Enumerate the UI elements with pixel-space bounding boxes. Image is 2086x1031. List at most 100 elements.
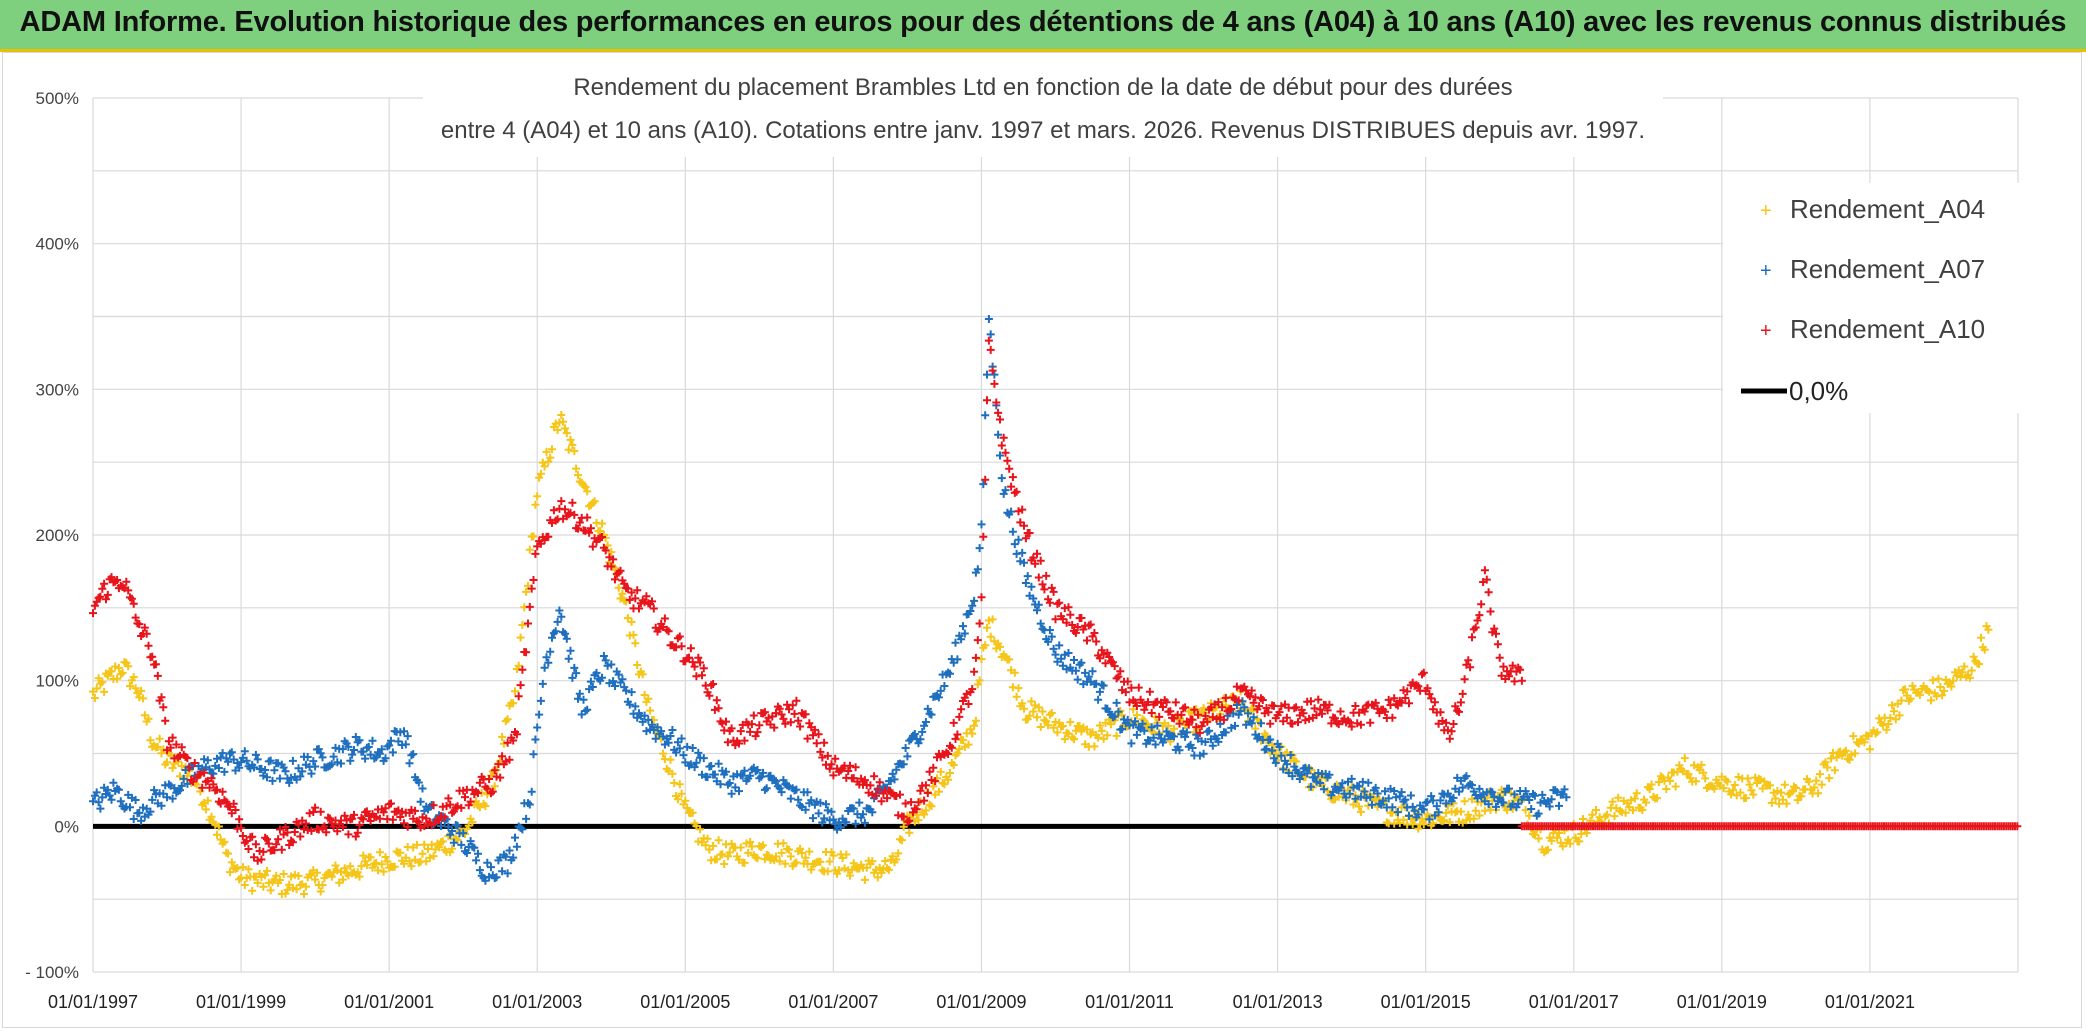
data-point <box>899 812 908 821</box>
legend-a10-label: Rendement_A10 <box>1790 314 1985 344</box>
data-point <box>855 798 864 807</box>
data-point <box>1890 707 1898 716</box>
data-point <box>1097 726 1106 735</box>
data-point <box>257 764 266 773</box>
data-point <box>472 856 481 865</box>
data-point <box>927 776 936 784</box>
data-point <box>1468 795 1476 804</box>
data-point <box>505 755 514 764</box>
data-point <box>614 670 623 679</box>
data-point <box>886 777 895 785</box>
data-point <box>964 700 973 708</box>
data-point <box>1071 666 1080 675</box>
data-point <box>1068 621 1077 629</box>
data-point <box>90 601 99 610</box>
data-point <box>1112 731 1121 740</box>
data-point <box>544 532 553 541</box>
data-point <box>168 733 177 742</box>
data-point <box>1442 718 1451 727</box>
data-point <box>618 675 627 684</box>
data-point <box>1366 793 1375 802</box>
data-point <box>316 807 325 816</box>
data-point <box>1791 784 1800 792</box>
data-point <box>747 720 756 729</box>
data-point <box>631 594 640 603</box>
data-point <box>503 738 512 747</box>
data-point <box>696 658 705 667</box>
data-point <box>994 408 1003 417</box>
data-point <box>157 693 166 702</box>
data-point <box>1419 668 1428 677</box>
x-tick-label: 01/01/1997 <box>48 992 138 1012</box>
data-point <box>1184 720 1193 729</box>
data-point <box>533 723 542 732</box>
data-point <box>601 656 610 665</box>
data-point <box>907 798 916 807</box>
data-point <box>1208 741 1217 750</box>
data-point <box>1366 718 1375 727</box>
data-point <box>775 857 784 866</box>
data-point <box>89 609 97 618</box>
data-point <box>453 802 462 811</box>
data-point <box>1399 686 1408 695</box>
data-point <box>129 599 138 608</box>
data-point <box>772 709 780 718</box>
data-point <box>383 857 392 866</box>
data-point <box>1181 732 1190 741</box>
data-point <box>553 617 562 626</box>
data-point <box>1432 802 1441 811</box>
data-point <box>157 801 166 810</box>
data-point <box>714 759 723 768</box>
data-point <box>272 840 281 849</box>
data-point <box>988 366 997 375</box>
data-point <box>677 789 686 798</box>
data-point <box>642 727 651 736</box>
data-point <box>1814 789 1823 798</box>
data-point <box>474 789 482 798</box>
data-point <box>1306 697 1315 706</box>
data-point <box>1882 725 1891 734</box>
data-point <box>1347 722 1356 731</box>
data-point <box>442 802 451 811</box>
data-point <box>1401 694 1410 702</box>
data-point <box>435 843 444 852</box>
data-point <box>921 806 930 815</box>
data-point <box>825 764 834 773</box>
data-point <box>440 813 449 822</box>
data-point <box>975 676 984 685</box>
data-point <box>263 866 271 875</box>
data-point <box>688 744 697 752</box>
data-point <box>983 396 991 405</box>
data-point <box>936 686 945 695</box>
data-point <box>407 862 416 871</box>
data-point <box>1460 797 1469 806</box>
data-point <box>540 462 549 471</box>
data-point <box>1036 619 1045 628</box>
data-point <box>418 849 427 858</box>
data-point <box>1132 702 1141 710</box>
data-point <box>990 379 999 388</box>
data-point <box>1560 785 1569 794</box>
data-point <box>481 802 490 810</box>
data-point <box>1771 794 1780 803</box>
data-point <box>927 710 936 719</box>
data-point <box>794 716 803 725</box>
data-point <box>1938 691 1947 700</box>
data-point <box>964 740 973 749</box>
data-point <box>1301 716 1310 725</box>
data-point <box>1132 711 1141 720</box>
data-point <box>364 742 373 751</box>
data-point <box>1292 757 1301 766</box>
data-point <box>529 532 538 541</box>
data-point <box>1240 703 1249 712</box>
data-point <box>542 653 551 662</box>
data-point <box>213 785 221 794</box>
data-point <box>666 755 675 764</box>
data-point <box>355 736 364 745</box>
data-point <box>940 780 949 789</box>
data-point <box>151 660 160 669</box>
data-point <box>994 430 1003 439</box>
data-point <box>231 806 240 814</box>
data-point <box>514 661 523 670</box>
data-point <box>522 814 531 823</box>
